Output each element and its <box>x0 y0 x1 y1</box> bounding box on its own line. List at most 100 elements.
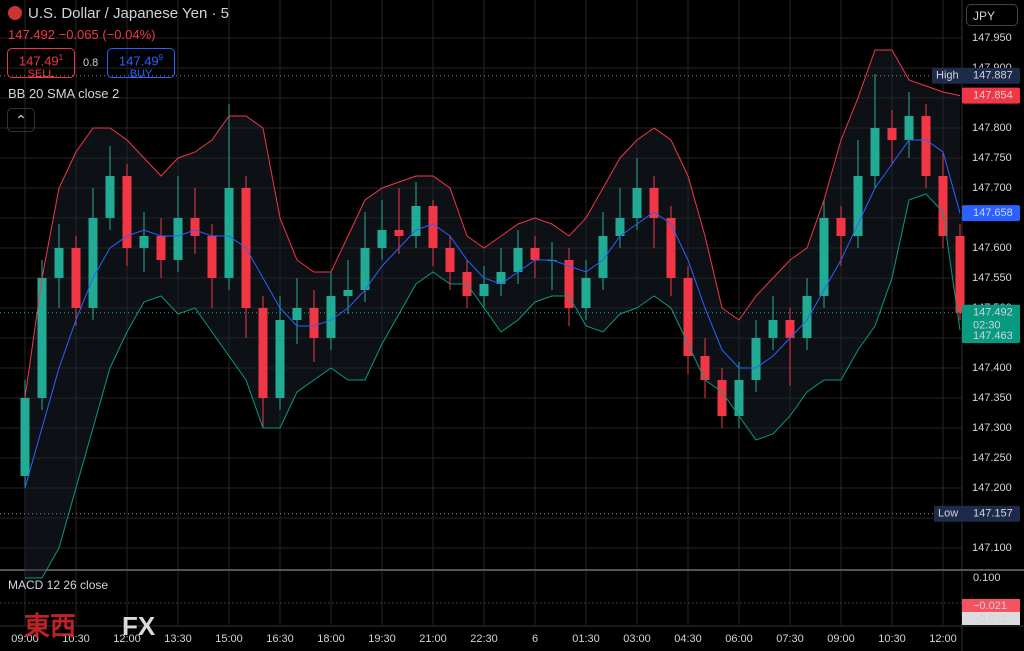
watermark-latin: FX <box>122 611 156 641</box>
price-tag-label: 147.463 <box>973 330 1013 342</box>
candle-body <box>921 115 931 176</box>
buy-label: BUY <box>129 68 153 81</box>
candle-body <box>700 355 710 380</box>
band-line <box>24 49 961 399</box>
candle-body <box>326 295 336 338</box>
buy-button[interactable]: 147.499 BUY <box>107 48 175 81</box>
candle-body <box>615 217 625 236</box>
candle-body <box>343 289 353 296</box>
sell-button[interactable]: 147.491 SELL <box>7 48 75 81</box>
change: −0.065 <box>58 27 99 42</box>
candle-body <box>54 247 64 278</box>
macd-tag <box>962 599 1020 612</box>
candle-body <box>496 271 506 284</box>
y-tick-label: 147.750 <box>972 152 1012 164</box>
candle-body <box>904 115 914 140</box>
indicator-label: BB 20 SMA close 2 <box>8 86 120 101</box>
x-tick-label: 10:30 <box>878 633 906 645</box>
candle-body <box>292 307 302 320</box>
low-tag-label: Low <box>938 508 958 520</box>
candle-body <box>751 337 761 380</box>
x-tick-label: 09:00 <box>11 633 39 645</box>
x-tick-label: 01:30 <box>572 633 600 645</box>
candle-body <box>309 307 319 338</box>
candle-body <box>666 217 676 278</box>
last-price-box <box>962 304 1020 333</box>
sell-label: SELL <box>27 68 55 81</box>
candle-body <box>207 235 217 278</box>
candle-body <box>360 247 370 290</box>
macd-axis-label: −0.021 <box>973 600 1007 612</box>
y-tick-label: 147.700 <box>972 182 1012 194</box>
price-tag <box>962 205 1020 222</box>
last-price-label: 147.492 <box>973 307 1013 319</box>
candle-body <box>71 247 81 308</box>
macd-label: MACD 12 26 close <box>8 578 109 592</box>
x-tick-label: 22:30 <box>470 633 498 645</box>
y-tick-label: 147.350 <box>972 392 1012 404</box>
y-tick-label: 147.400 <box>972 362 1012 374</box>
candle-body <box>139 235 149 248</box>
candle-body <box>683 277 693 356</box>
y-tick-label: 147.800 <box>972 122 1012 134</box>
price-tag-label: 147.887 <box>973 70 1013 82</box>
candle-body <box>394 229 404 236</box>
macd-axis-label: −0.032 <box>973 613 1007 625</box>
y-tick-label: 147.250 <box>972 452 1012 464</box>
x-tick-label: 04:30 <box>674 633 702 645</box>
high-tag-box <box>932 67 962 84</box>
price-tag-label: 147.658 <box>973 207 1013 219</box>
collapse-button[interactable]: ⌃ <box>7 108 35 132</box>
candle-body <box>224 187 234 278</box>
candle-body <box>785 319 795 338</box>
candle-body <box>530 247 540 260</box>
x-tick-label: 19:30 <box>368 633 396 645</box>
candle-body <box>479 283 489 296</box>
last-price: 147.492 <box>8 27 55 42</box>
candle-body <box>581 277 591 308</box>
candle-body <box>734 379 744 416</box>
price-tag <box>962 67 1020 84</box>
x-tick-label: 07:30 <box>776 633 804 645</box>
candle-body <box>632 187 642 218</box>
y-tick-label: 147.100 <box>972 542 1012 554</box>
price-tag <box>962 329 1020 344</box>
candle-body <box>156 235 166 260</box>
candle-body <box>649 187 659 218</box>
candle-body <box>598 235 608 278</box>
quote: 147.492 −0.065 (−0.04%) <box>8 27 156 42</box>
macd-axis-label: 0.100 <box>973 572 1001 584</box>
x-tick-label: 18:00 <box>317 633 345 645</box>
symbol-title: U.S. Dollar / Japanese Yen · 5 <box>28 5 229 22</box>
y-tick-label: 147.550 <box>972 272 1012 284</box>
x-tick-label: 21:00 <box>419 633 447 645</box>
candle-body <box>258 307 268 398</box>
spread: 0.8 <box>83 57 99 69</box>
watermark: 東西 FX <box>24 606 155 643</box>
candle-body <box>105 175 115 218</box>
candle-body <box>88 217 98 308</box>
price-tag-label: 147.854 <box>973 89 1013 101</box>
price-tag <box>962 87 1020 104</box>
candle-body <box>377 229 387 248</box>
candle-body <box>870 127 880 176</box>
y-tick-label: 147.200 <box>972 482 1012 494</box>
x-tick-label: 12:00 <box>929 633 957 645</box>
currency-button[interactable]: JPY <box>966 4 1018 26</box>
buy-price: 147.49 <box>118 53 159 69</box>
candle-body <box>819 217 829 296</box>
candle-body <box>122 175 132 248</box>
candle-body <box>836 217 846 236</box>
high-tag-label: High <box>936 70 959 82</box>
candle-body <box>938 175 948 236</box>
price-tag <box>962 505 1020 522</box>
band-line <box>24 139 961 489</box>
candle-body <box>955 235 965 313</box>
watermark-cjk: 東西 <box>24 611 77 641</box>
candle-body <box>20 397 30 476</box>
x-tick-label: 6 <box>532 633 538 645</box>
low-tag-box <box>934 505 962 522</box>
candle-body <box>853 175 863 236</box>
